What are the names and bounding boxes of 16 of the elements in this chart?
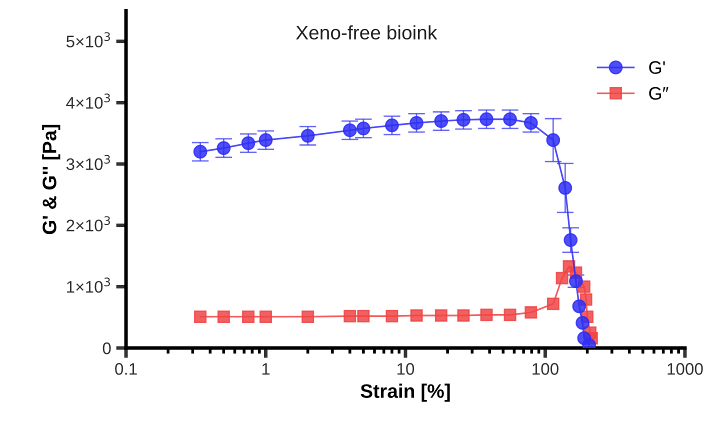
- x-tick-label: 1000: [668, 363, 703, 375]
- y-tick-label: 0: [102, 342, 111, 354]
- y-tick-label: 4×10$^{3}$: [66, 94, 110, 109]
- y-tick-label: 1×10$^{3}$: [67, 278, 110, 293]
- legend-label: G″: [649, 86, 668, 100]
- y-axis-title: G' & G'' [Pa]: [42, 124, 60, 234]
- text: Xeno-free bioink: [296, 25, 438, 40]
- y-tick-label: 2×10$^{3}$: [66, 216, 110, 232]
- x-tick-label: 1: [262, 363, 270, 375]
- legend-label: G': [649, 61, 665, 74]
- y-tick-label: 5×10$^{3}$: [66, 32, 110, 48]
- x-axis-title: Strain [%]: [360, 384, 450, 402]
- x-tick-label: 100: [532, 363, 558, 375]
- y-tick-label: 3×10$^{3}$: [66, 154, 110, 170]
- x-tick-label: 0.1: [115, 363, 137, 375]
- x-tick-label: 10: [397, 363, 414, 375]
